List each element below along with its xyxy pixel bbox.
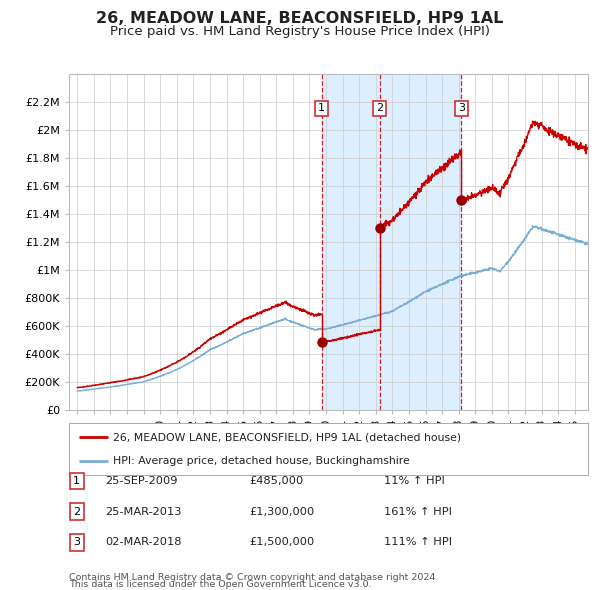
Text: 25-MAR-2013: 25-MAR-2013 xyxy=(105,507,182,516)
Text: Contains HM Land Registry data © Crown copyright and database right 2024.: Contains HM Land Registry data © Crown c… xyxy=(69,573,439,582)
Text: 3: 3 xyxy=(458,103,465,113)
Text: 3: 3 xyxy=(73,537,80,547)
Text: 02-MAR-2018: 02-MAR-2018 xyxy=(105,537,182,547)
Text: 2: 2 xyxy=(376,103,383,113)
Text: £1,500,000: £1,500,000 xyxy=(249,537,314,547)
Bar xyxy=(322,74,461,410)
Text: 1: 1 xyxy=(73,476,80,486)
Text: 25-SEP-2009: 25-SEP-2009 xyxy=(105,476,178,486)
Text: 111% ↑ HPI: 111% ↑ HPI xyxy=(384,537,452,547)
Text: £485,000: £485,000 xyxy=(249,476,303,486)
Text: 1: 1 xyxy=(318,103,325,113)
Text: 26, MEADOW LANE, BEACONSFIELD, HP9 1AL (detached house): 26, MEADOW LANE, BEACONSFIELD, HP9 1AL (… xyxy=(113,432,461,442)
Text: Price paid vs. HM Land Registry's House Price Index (HPI): Price paid vs. HM Land Registry's House … xyxy=(110,25,490,38)
Text: HPI: Average price, detached house, Buckinghamshire: HPI: Average price, detached house, Buck… xyxy=(113,456,410,466)
Text: 2: 2 xyxy=(73,507,80,516)
Text: 11% ↑ HPI: 11% ↑ HPI xyxy=(384,476,445,486)
Text: 26, MEADOW LANE, BEACONSFIELD, HP9 1AL: 26, MEADOW LANE, BEACONSFIELD, HP9 1AL xyxy=(97,11,503,25)
Text: This data is licensed under the Open Government Licence v3.0.: This data is licensed under the Open Gov… xyxy=(69,581,371,589)
Text: £1,300,000: £1,300,000 xyxy=(249,507,314,516)
Text: 161% ↑ HPI: 161% ↑ HPI xyxy=(384,507,452,516)
